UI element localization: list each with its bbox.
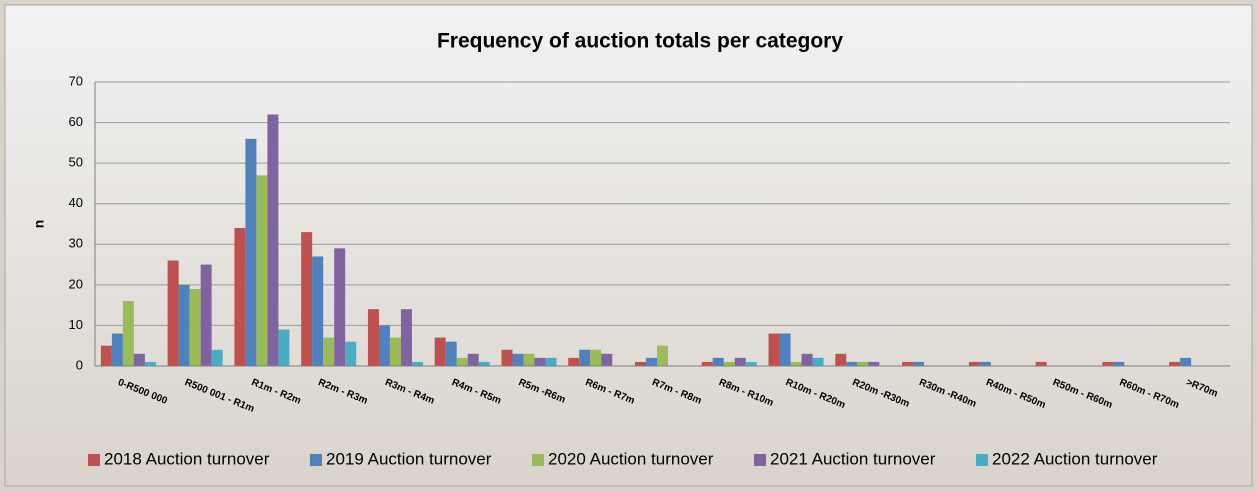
bar [545,357,557,366]
bar [835,353,847,366]
legend-swatch [532,454,544,466]
y-axis-label: n [31,220,47,229]
bar [100,345,112,366]
bar [178,284,190,366]
bar [512,353,524,366]
bar [167,260,179,366]
legend-label: 2021 Auction turnover [770,449,936,468]
bar [1035,361,1047,366]
bar [913,361,925,366]
bar [1113,361,1125,366]
bar [478,361,490,366]
y-tick-label: 0 [76,357,83,372]
legend-swatch [754,454,766,466]
bar [534,357,546,366]
bar [334,248,346,366]
y-tick-label: 20 [69,276,83,291]
bar [979,361,991,366]
bar [857,361,869,366]
legend-label: 2018 Auction turnover [104,449,270,468]
bar [411,361,423,366]
bar [846,361,858,366]
bar [812,357,824,366]
bar [189,288,201,366]
y-tick-label: 10 [69,317,83,332]
bar [234,228,246,366]
bar [745,361,757,366]
bar [590,349,602,366]
y-tick-label: 60 [69,114,83,129]
bar [523,353,535,366]
bar [211,349,223,366]
bar [790,361,802,366]
bar [323,337,335,366]
bar [1180,357,1192,366]
bar [445,341,457,366]
bar [278,329,290,366]
bar [111,333,123,366]
bar [456,357,468,366]
bar [434,337,446,366]
bar [579,349,591,366]
bar [400,309,412,366]
bar [133,353,145,366]
bar [779,333,791,366]
bar [723,361,735,366]
bar [568,357,580,366]
legend-label: 2019 Auction turnover [326,449,492,468]
bar [122,301,134,366]
bar [734,357,746,366]
bar [501,349,513,366]
bar [301,232,313,366]
bar [345,341,357,366]
legend-swatch [976,454,988,466]
bar [1169,361,1181,366]
bar [701,361,713,366]
chart-title: Frequency of auction totals per category [437,30,843,53]
bar [712,357,724,366]
bar [144,361,156,366]
legend-swatch [310,454,322,466]
bar [635,361,646,366]
y-tick-label: 30 [69,236,83,251]
bar [1102,361,1114,366]
bar [768,333,780,366]
y-tick-label: 40 [69,195,83,210]
bar [868,361,880,366]
bar [312,256,324,366]
y-tick-label: 50 [69,155,83,170]
y-tick-label: 70 [69,73,83,88]
bar [601,353,613,366]
legend-swatch [88,454,100,466]
bar [245,138,257,366]
bar [200,264,212,366]
legend-label: 2020 Auction turnover [548,449,714,468]
bar [256,175,268,366]
bar [657,345,668,366]
bar [902,361,914,366]
bar [467,353,479,366]
bar [389,337,401,366]
bar [367,309,379,366]
chart-frame [4,4,1253,487]
bar [801,353,813,366]
bar [646,357,657,366]
bar [378,325,390,366]
bar [968,361,980,366]
bar [267,114,279,366]
legend-label: 2022 Auction turnover [992,449,1158,468]
